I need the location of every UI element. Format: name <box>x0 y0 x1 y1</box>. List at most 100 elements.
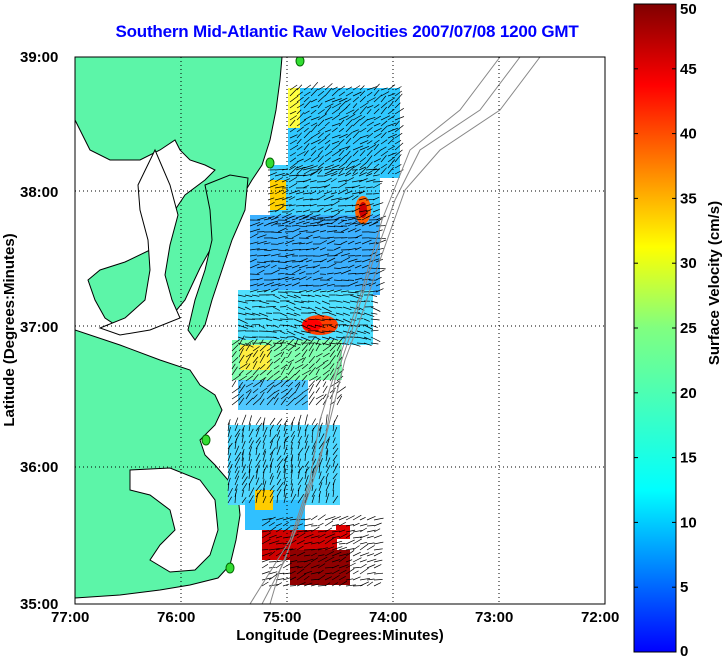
velocity-vector <box>231 366 238 376</box>
velocity-vector <box>294 352 301 358</box>
velocity-vector <box>322 381 327 388</box>
velocity-vector <box>333 279 342 282</box>
velocity-vector <box>293 306 302 311</box>
velocity-vector <box>373 115 382 121</box>
velocity-vector <box>338 533 348 539</box>
velocity-vector <box>304 428 307 438</box>
velocity-vector <box>331 540 343 545</box>
velocity-vector <box>273 357 281 364</box>
velocity-vector <box>352 103 358 109</box>
velocity-vector <box>297 453 300 462</box>
velocity-vector <box>300 306 310 310</box>
velocity-vector <box>387 127 399 133</box>
velocity-vector <box>319 247 326 251</box>
velocity-vector <box>319 230 326 233</box>
velocity-vector <box>387 109 395 115</box>
velocity-vector <box>290 493 297 504</box>
velocity-vector <box>308 355 316 364</box>
velocity-vector <box>366 105 374 109</box>
velocity-vector <box>252 338 258 346</box>
velocity-vector <box>308 363 315 370</box>
velocity-vector <box>324 520 334 527</box>
velocity-vector <box>302 204 312 207</box>
velocity-vector <box>282 542 291 545</box>
velocity-vector <box>380 155 387 163</box>
velocity-vector <box>265 306 276 308</box>
velocity-vector <box>237 300 248 304</box>
velocity-vector <box>308 337 315 346</box>
velocity-vector <box>352 522 360 527</box>
velocity-vector <box>289 157 297 163</box>
velocity-vector <box>283 477 287 486</box>
velocity-vector <box>309 203 317 207</box>
velocity-vector <box>249 228 261 233</box>
velocity-vector <box>300 324 311 330</box>
velocity-vector <box>372 202 384 207</box>
station-marker <box>295 57 305 67</box>
velocity-vector <box>241 476 248 486</box>
velocity-vector <box>345 166 355 175</box>
velocity-vector <box>366 525 375 527</box>
velocity-vector <box>372 182 382 189</box>
velocity-vector <box>336 343 342 352</box>
velocity-vector <box>273 365 280 370</box>
velocity-vector <box>352 514 362 521</box>
velocity-vector <box>255 437 261 444</box>
velocity-vector <box>310 583 319 587</box>
velocity-vector <box>301 369 312 376</box>
velocity-vector <box>317 547 328 551</box>
velocity-vector <box>361 278 371 281</box>
velocity-vector <box>347 291 359 294</box>
velocity-vector <box>245 397 254 406</box>
velocity-vector <box>287 373 296 382</box>
velocity-vector <box>387 152 397 157</box>
velocity-vector <box>262 421 265 432</box>
velocity-vector <box>331 102 342 109</box>
velocity-vector <box>354 284 363 287</box>
velocity-vector <box>318 440 325 450</box>
velocity-vector <box>330 178 337 183</box>
velocity-vector <box>286 306 295 312</box>
velocity-vector <box>255 468 259 480</box>
velocity-vector <box>359 161 368 169</box>
velocity-vector <box>331 564 340 569</box>
velocity-vector <box>332 490 335 498</box>
velocity-vector <box>312 277 323 281</box>
velocity-vector <box>284 253 295 257</box>
velocity-vector <box>231 380 237 388</box>
velocity-vector <box>234 492 237 504</box>
velocity-vector <box>380 102 388 109</box>
velocity-vector <box>310 98 318 103</box>
velocity-vector <box>296 539 305 545</box>
velocity-vector <box>349 294 361 299</box>
velocity-vector <box>304 440 308 450</box>
velocity-vector <box>291 268 302 275</box>
velocity-vector <box>249 233 259 239</box>
velocity-vector <box>303 570 313 575</box>
velocity-vector <box>310 124 318 133</box>
velocity-vector <box>349 300 359 303</box>
velocity-vector <box>358 172 367 177</box>
velocity-vector <box>272 294 281 300</box>
velocity-vector <box>310 132 321 139</box>
velocity-vector <box>295 197 304 201</box>
velocity-vector <box>366 170 373 175</box>
x-tick-label: 75:00 <box>263 609 301 626</box>
velocity-vector <box>331 582 339 587</box>
velocity-vector <box>332 447 339 456</box>
velocity-vector <box>308 391 315 400</box>
velocity-vector <box>372 192 380 195</box>
velocity-vector <box>332 495 339 504</box>
velocity-vector <box>349 342 361 347</box>
velocity-vector <box>311 445 316 456</box>
velocity-vector <box>269 495 274 504</box>
velocity-vector <box>289 134 298 139</box>
velocity-vector <box>318 482 323 492</box>
velocity-vector <box>324 164 335 169</box>
velocity-vector <box>317 113 328 121</box>
velocity-vector <box>275 523 282 527</box>
velocity-vector <box>262 495 267 504</box>
velocity-vector <box>280 356 286 364</box>
velocity-vector <box>309 170 319 177</box>
velocity-vector <box>380 91 390 97</box>
